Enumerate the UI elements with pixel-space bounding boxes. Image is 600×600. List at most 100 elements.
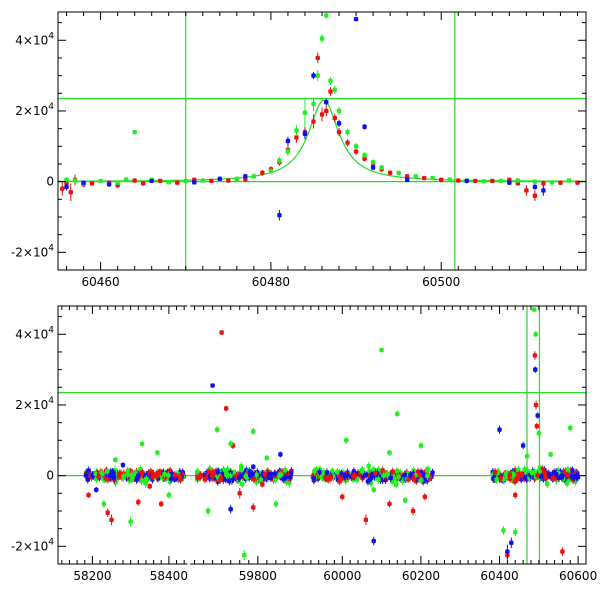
data-point	[568, 425, 573, 431]
data-point	[166, 492, 172, 498]
data-point	[390, 469, 395, 474]
data-point	[83, 473, 89, 478]
y-tick-label: 4×104	[15, 325, 54, 341]
data-point	[396, 474, 401, 480]
data-point	[319, 112, 325, 117]
data-point	[94, 487, 99, 492]
data-point	[498, 476, 503, 481]
data-point	[227, 478, 232, 483]
data-point	[376, 477, 381, 482]
data-point	[558, 180, 563, 185]
data-point	[395, 411, 400, 416]
data-point	[116, 473, 122, 478]
data-point	[277, 158, 282, 163]
data-point	[311, 119, 316, 124]
data-point	[565, 467, 571, 473]
data-point	[404, 174, 410, 179]
data-point	[172, 472, 178, 478]
data-point	[381, 473, 386, 478]
data-point	[317, 470, 322, 475]
data-point	[513, 492, 518, 498]
data-point	[513, 529, 518, 535]
data-point	[421, 175, 427, 181]
data-point	[258, 477, 264, 482]
data-point	[524, 188, 529, 193]
data-point	[285, 138, 291, 144]
data-point	[202, 477, 208, 482]
axis-break-bottom	[187, 562, 190, 567]
bottom-plot-area	[58, 306, 586, 564]
data-point	[224, 472, 230, 477]
data-point	[351, 474, 356, 479]
data-point	[371, 487, 376, 492]
data-point	[533, 402, 539, 408]
data-point	[215, 469, 220, 475]
data-point	[283, 475, 288, 480]
data-point	[237, 491, 242, 496]
data-point	[418, 443, 424, 448]
data-point	[330, 468, 335, 474]
data-point	[501, 528, 506, 533]
data-point	[139, 478, 144, 484]
data-point	[166, 180, 171, 185]
outliers-green	[101, 307, 573, 561]
x-tick-label: 60500	[422, 275, 460, 289]
data-point	[507, 472, 513, 478]
data-point	[366, 463, 371, 469]
data-point	[200, 178, 205, 183]
data-point	[393, 482, 399, 487]
data-point	[425, 473, 430, 479]
data-point	[498, 178, 504, 184]
data-point	[353, 149, 359, 154]
data-point	[345, 129, 350, 135]
x-tick-label: 59800	[239, 569, 277, 583]
data-point	[214, 427, 220, 432]
data-point	[64, 184, 69, 190]
data-point	[177, 474, 182, 480]
data-point	[497, 427, 502, 432]
data-point	[335, 469, 340, 475]
data-point	[342, 473, 347, 479]
data-point	[531, 307, 537, 312]
y-tick-label: 0	[46, 469, 54, 483]
data-point	[294, 128, 299, 133]
data-point	[106, 182, 112, 187]
data-point	[129, 472, 134, 478]
data-point	[86, 492, 91, 498]
data-point	[311, 101, 316, 107]
data-point	[64, 181, 69, 186]
data-point	[210, 383, 215, 388]
data-point	[417, 472, 422, 478]
data-point	[515, 475, 521, 481]
data-point	[242, 552, 247, 558]
data-point	[183, 178, 188, 184]
data-point	[532, 184, 538, 190]
bottom-panel-full: 58200 58400 59800 60000 60200 60400 60600 4×104…	[11, 304, 597, 583]
data-point	[217, 176, 223, 182]
data-point	[144, 476, 149, 482]
data-point	[192, 180, 197, 185]
data-point	[408, 472, 413, 478]
data-point	[268, 168, 274, 174]
data-point	[574, 475, 579, 480]
data-point	[312, 469, 317, 474]
data-point	[543, 475, 548, 480]
data-point	[105, 510, 110, 515]
data-point	[402, 472, 408, 478]
data-point	[278, 452, 283, 457]
outliers-red	[86, 330, 565, 561]
data-point	[149, 178, 154, 184]
data-point	[157, 178, 163, 184]
data-point	[541, 181, 546, 186]
data-point	[324, 470, 330, 475]
data-point	[262, 472, 268, 477]
data-point	[538, 474, 544, 479]
data-point	[260, 170, 265, 176]
data-point	[337, 479, 342, 484]
data-point	[251, 476, 256, 482]
top-plot-area	[58, 12, 586, 270]
data-point	[282, 467, 288, 473]
data-point	[533, 367, 538, 372]
data-point	[516, 467, 521, 472]
data-point	[410, 508, 416, 514]
